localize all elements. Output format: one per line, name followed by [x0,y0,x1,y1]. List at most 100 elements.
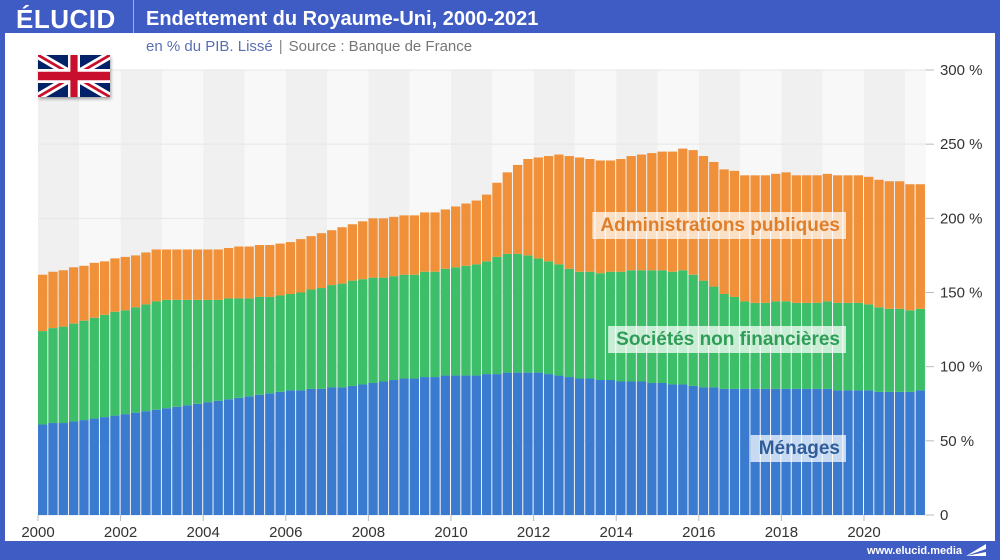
bar-administrations [89,262,99,318]
bar-menages [172,406,182,515]
bar-societes [440,268,450,376]
bar-administrations [481,194,492,262]
bar-administrations [110,258,120,312]
bar-societes [110,311,120,416]
bar-menages [678,384,688,515]
bar-societes [605,271,616,381]
bar-menages [213,400,223,515]
bar-administrations [306,236,316,290]
bar-administrations [461,203,471,266]
bar-menages [688,385,698,515]
bar-menages [399,378,409,515]
x-tick-label: 2002 [104,524,137,541]
bar-menages [605,380,616,515]
bar-administrations [399,215,409,275]
bar-menages [667,384,678,515]
bar-societes [58,326,68,424]
bar-menages [864,390,874,515]
y-tick-label: 250 % [940,136,983,153]
label-background [592,212,846,239]
y-axis: 0 50 % 100 % 150 % 200 % 250 % 300 % [925,62,983,524]
bar-administrations [172,249,182,300]
bar-menages [182,405,192,515]
bar-societes [554,264,564,376]
bar-societes [244,298,254,397]
bar-menages [265,393,275,515]
y-tick-label: 200 % [940,210,983,227]
bar-menages [636,381,647,515]
bar-menages [874,391,884,515]
bar-administrations [203,249,213,300]
bar-menages [378,381,389,515]
bar-societes [523,255,533,373]
bar-societes [141,304,151,412]
bar-societes [461,265,471,376]
x-tick-label: 2020 [847,524,880,541]
bar-administrations [141,252,151,305]
bar-administrations [812,175,822,303]
bar-societes [533,258,543,373]
bar-administrations [853,175,863,303]
bar-menages [512,372,523,515]
bar-societes [874,307,884,392]
bar-societes [853,302,863,391]
bar-menages [368,382,378,515]
bar-menages [533,372,543,515]
x-tick-label: 2004 [187,524,220,541]
label-background [750,435,846,462]
bar-administrations [275,243,285,296]
x-axis: 2000 2002 2004 2006 2008 2010 2012 2014 2016 2018… [21,515,881,541]
bar-societes [275,295,285,392]
elucid-mark-icon [966,544,986,556]
bar-administrations [657,151,667,271]
bar-menages [915,390,925,515]
bar-societes [481,261,492,375]
bar-administrations [533,157,543,259]
bar-administrations [678,148,688,271]
bar-societes [306,289,316,389]
bar-administrations [378,218,389,278]
bar-menages [203,402,213,515]
bar-societes [915,308,925,391]
bar-menages [89,418,99,515]
bar-societes [905,310,915,392]
bar-menages [574,378,585,515]
bar-societes [358,279,368,385]
bar-administrations [905,184,915,311]
bar-societes [626,270,636,382]
bar-societes [89,317,99,419]
bar-administrations [68,267,79,324]
bar-menages [337,387,347,515]
bar-societes [389,276,399,381]
bar-menages [440,375,450,515]
bar-menages [719,388,729,515]
bar-menages [316,388,327,515]
bar-administrations [130,255,141,308]
uk-flag-icon [38,55,110,97]
bar-societes [48,328,58,424]
x-tick-label: 2010 [434,524,467,541]
bar-societes [192,299,203,404]
bar-menages [99,417,110,515]
bar-menages [709,387,719,515]
bar-societes [512,253,523,373]
bar-menages [564,377,574,515]
bar-societes [574,271,585,379]
bar-administrations [327,230,337,286]
bar-menages [275,391,285,515]
label-text: Ménages [759,438,840,459]
bar-administrations [213,249,223,300]
bar-administrations [296,239,306,293]
bar-menages [523,372,533,515]
x-tick-label: 2006 [269,524,302,541]
bar-menages [461,375,471,515]
bar-administrations [750,175,760,303]
bar-administrations [244,246,254,299]
bar-administrations [389,216,399,277]
bar-menages [543,374,554,515]
bar-societes [203,299,213,403]
bar-menages [306,388,316,515]
subtitle-source: Source : Banque de France [288,38,473,55]
footer-url[interactable]: www.elucid.media [867,545,962,557]
bar-menages [254,394,265,515]
